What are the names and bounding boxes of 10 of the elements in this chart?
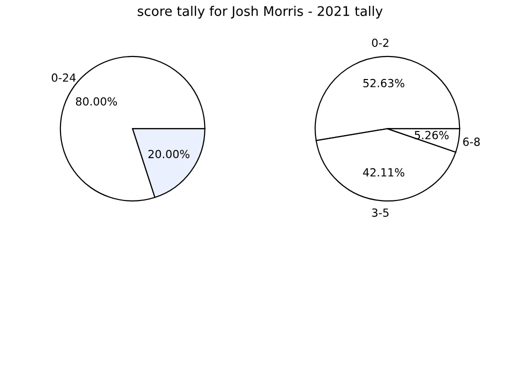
data-label: 20.00% bbox=[148, 150, 190, 158]
slice-label: 3-5 bbox=[372, 208, 388, 217]
slice-label: 6-8 bbox=[463, 138, 480, 146]
text: score tally for Josh Morris - 2021 tally bbox=[138, 6, 383, 19]
data-label: 5.26% bbox=[414, 130, 449, 140]
data-label: 80.00% bbox=[76, 97, 117, 106]
data-label: 42.11% bbox=[363, 168, 404, 177]
data-label: 52.63% bbox=[363, 78, 404, 88]
slice-label: 0-2 bbox=[372, 38, 388, 47]
slice-label: 0-24 bbox=[52, 73, 76, 82]
